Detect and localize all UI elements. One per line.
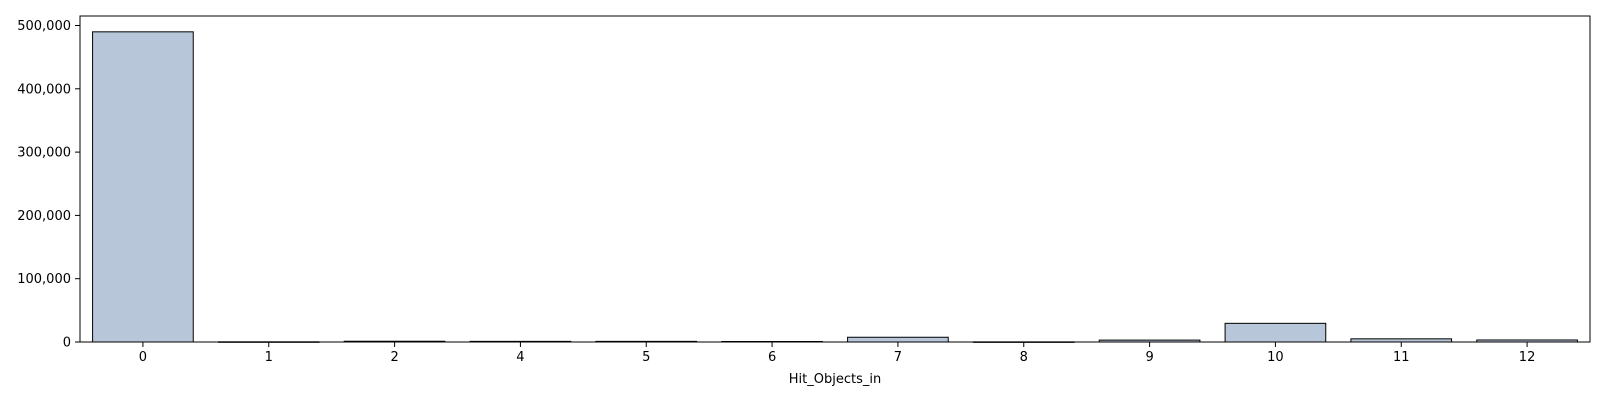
y-tick-label-200000: 200,000 <box>17 209 71 224</box>
y-tick-label-400000: 400,000 <box>17 82 71 97</box>
y-axis: 0 100,000 200,000 300,000 400,000 500,000 <box>17 19 80 351</box>
bars-group <box>92 31 1578 343</box>
x-tick-label-0: 0 <box>139 350 147 365</box>
x-tick-label-10: 10 <box>1267 350 1284 365</box>
x-tick-label-11: 11 <box>1393 350 1410 365</box>
y-tick-label-300000: 300,000 <box>17 146 71 161</box>
x-axis: 0 1 2 4 5 6 7 8 9 10 11 12 <box>139 342 1536 365</box>
y-tick-label-500000: 500,000 <box>17 19 71 34</box>
bar-10 <box>1224 322 1327 343</box>
x-tick-label-4: 4 <box>516 350 524 365</box>
bar-7 <box>847 336 949 343</box>
x-tick-label-6: 6 <box>768 350 776 365</box>
plot-frame <box>79 15 1591 343</box>
x-tick-label-7: 7 <box>894 350 902 365</box>
y-tick-label-0: 0 <box>63 336 71 351</box>
x-tick-label-1: 1 <box>265 350 273 365</box>
x-tick-label-9: 9 <box>1145 350 1153 365</box>
bar-0 <box>92 31 194 343</box>
y-tick-label-100000: 100,000 <box>17 272 71 287</box>
x-tick-label-2: 2 <box>390 350 398 365</box>
x-tick-label-8: 8 <box>1020 350 1028 365</box>
x-tick-label-5: 5 <box>642 350 650 365</box>
x-axis-label: Hit_Objects_in <box>789 372 881 387</box>
x-tick-label-12: 12 <box>1519 350 1536 365</box>
